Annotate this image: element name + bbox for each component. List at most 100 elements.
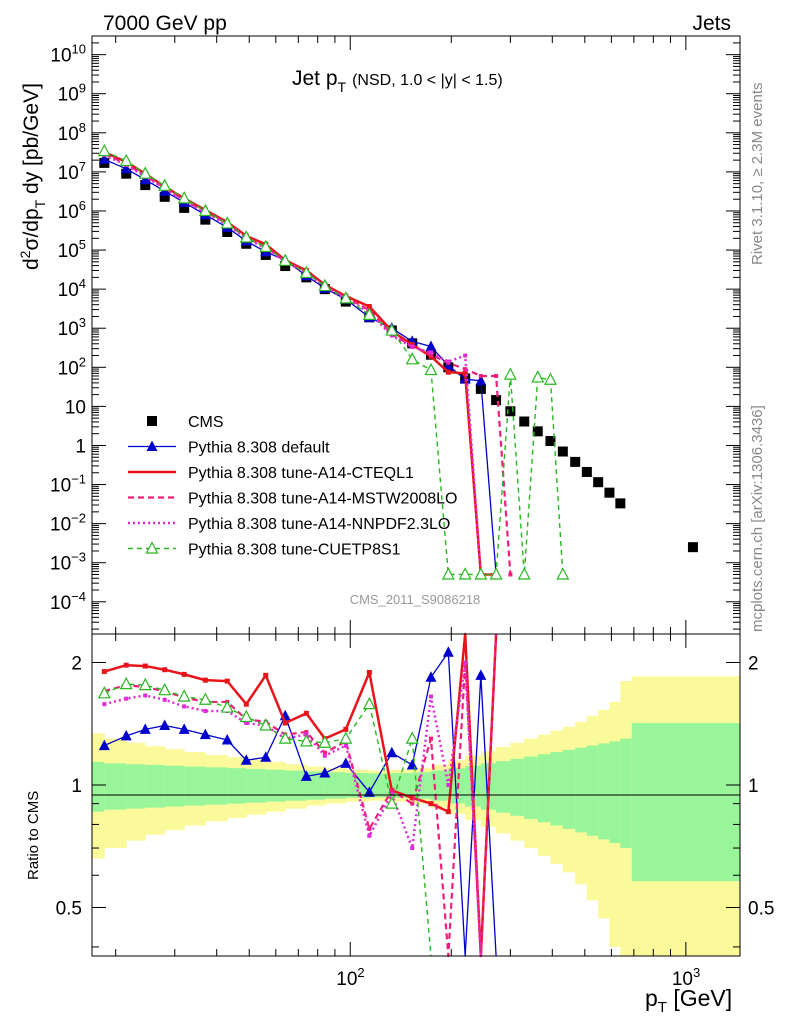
main-point-cteql1 bbox=[366, 303, 372, 309]
ratio-point-cteql1 bbox=[162, 667, 168, 673]
ratio-series-cuetp8s1 bbox=[97, 676, 432, 957]
main-point-cuetp8s1 bbox=[385, 323, 399, 336]
header-right: Jets bbox=[692, 12, 731, 35]
main-point-cuetp8s1 bbox=[543, 372, 557, 385]
ratio-point-default bbox=[386, 746, 398, 758]
ratio-y-tick-label-left: 2 bbox=[71, 654, 82, 675]
ratio-point-nnpdf bbox=[102, 702, 107, 707]
legend-label-nnpdf: Pythia 8.308 tune-A14-NNPDF2.3LO bbox=[188, 516, 450, 533]
ratio-series-layer bbox=[97, 632, 498, 958]
main-point-cuetp8s1 bbox=[278, 253, 292, 266]
main-point-cuetp8s1 bbox=[299, 265, 313, 279]
main-point-nnpdf bbox=[446, 359, 451, 364]
legend-label-cteql1: Pythia 8.308 tune-A14-CTEQL1 bbox=[188, 465, 414, 482]
ratio-point-cuetp8s1 bbox=[299, 734, 313, 747]
y-tick-label: 10−2 bbox=[50, 511, 86, 536]
band-inner-segment bbox=[537, 754, 551, 823]
main-point-cuetp8s1 bbox=[220, 216, 234, 229]
main-point-cuetp8s1 bbox=[119, 153, 133, 167]
band-inner-segment bbox=[369, 773, 393, 798]
band-inner-segment bbox=[227, 768, 247, 804]
ratio-point-default bbox=[159, 719, 171, 731]
main-point-cms bbox=[491, 395, 502, 406]
ratio-point-cteql1 bbox=[101, 669, 107, 675]
ratio-point-nnpdf bbox=[244, 721, 249, 726]
main-point-cms bbox=[570, 456, 581, 467]
ratio-point-cuetp8s1 bbox=[119, 676, 133, 690]
band-inner-segment bbox=[496, 761, 511, 813]
ratio-point-cuetp8s1 bbox=[158, 682, 172, 696]
ratio-point-cteql1 bbox=[343, 726, 349, 732]
ratio-point-default bbox=[340, 757, 352, 768]
ratio-point-default bbox=[98, 739, 110, 751]
ratio-point-cuetp8s1 bbox=[239, 709, 253, 723]
main-point-cms bbox=[687, 542, 698, 553]
ratio-point-cteql1 bbox=[263, 672, 269, 678]
main-point-cuetp8s1 bbox=[405, 352, 419, 365]
ratio-line-nnpdf bbox=[104, 661, 483, 957]
mcplots-label: mcplots.cern.ch [arXiv:1306.3436] bbox=[749, 405, 766, 632]
rivet-label: Rivet 3.1.10, ≥ 2.3M events bbox=[749, 83, 766, 266]
ratio-point-default bbox=[319, 767, 331, 778]
ratio-point-cteql1 bbox=[303, 710, 309, 716]
legend-item-cms: CMS bbox=[147, 414, 224, 431]
main-point-cms bbox=[557, 446, 568, 457]
ratio-point-mstw bbox=[389, 788, 394, 793]
x-tick-label: 102 bbox=[336, 965, 364, 990]
main-point-cms bbox=[121, 168, 132, 179]
main-point-default bbox=[98, 153, 110, 164]
ratio-point-nnpdf bbox=[162, 697, 167, 702]
ratio-point-nnpdf bbox=[389, 792, 394, 797]
ratio-point-cteql1 bbox=[123, 662, 129, 668]
y-tick-label: 104 bbox=[58, 276, 86, 301]
main-point-cms bbox=[593, 477, 604, 488]
ratio-point-nnpdf bbox=[343, 743, 348, 748]
ratio-point-cuetp8s1 bbox=[362, 696, 376, 710]
ratio-point-mstw bbox=[410, 801, 415, 806]
main-ylabel: d2σ/dpT dy [pb/GeV] bbox=[17, 83, 48, 270]
main-point-cms bbox=[222, 226, 233, 237]
band-inner-segment bbox=[205, 767, 228, 805]
main-point-cuetp8s1 bbox=[239, 230, 253, 243]
legend-marker-default bbox=[146, 440, 158, 451]
band-inner-segment bbox=[620, 738, 633, 849]
ratio-y-tick-label-left: 0.5 bbox=[56, 898, 82, 919]
y-tick-label: 1010 bbox=[50, 42, 86, 67]
main-point-cuetp8s1 bbox=[556, 567, 570, 580]
ratio-point-default bbox=[139, 723, 151, 734]
ratio-point-nnpdf bbox=[463, 660, 468, 665]
band-inner-segment bbox=[285, 770, 307, 801]
ratio-point-default bbox=[363, 786, 375, 797]
ratio-point-nnpdf bbox=[182, 704, 187, 709]
ratio-point-default bbox=[178, 723, 190, 734]
band-inner-segment bbox=[104, 763, 127, 810]
main-line-nnpdf bbox=[103, 153, 483, 575]
main-point-cuetp8s1 bbox=[362, 307, 376, 320]
main-point-cuetp8s1 bbox=[503, 367, 517, 380]
main-point-cms bbox=[519, 416, 530, 427]
ratio-point-nnpdf bbox=[410, 846, 415, 851]
main-point-cuetp8s1 bbox=[441, 567, 455, 580]
y-tick-label: 10−3 bbox=[50, 550, 86, 575]
main-point-cuetp8s1 bbox=[318, 278, 332, 292]
ratio-point-mstw bbox=[428, 736, 433, 741]
main-point-cuetp8s1 bbox=[97, 143, 111, 157]
main-line-cuetp8s1 bbox=[104, 150, 564, 576]
ratio-point-nnpdf bbox=[143, 693, 148, 698]
band-inner-segment bbox=[430, 770, 449, 801]
main-point-default bbox=[442, 359, 454, 371]
main-point-cms bbox=[179, 202, 190, 213]
band-inner-segment bbox=[306, 771, 326, 800]
ratio-point-default bbox=[442, 646, 454, 657]
ratio-point-nnpdf bbox=[367, 833, 372, 838]
analysis-watermark: CMS_2011_S9086218 bbox=[350, 592, 481, 607]
ratio-point-cteql1 bbox=[445, 809, 451, 815]
ratio-point-mstw bbox=[367, 826, 372, 831]
main-point-cuetp8s1 bbox=[198, 203, 212, 217]
ratio-point-default bbox=[260, 751, 272, 762]
band-inner-segment bbox=[412, 772, 432, 799]
main-point-cms bbox=[615, 498, 626, 509]
band-inner-segment bbox=[631, 723, 741, 882]
band-inner-segment bbox=[550, 752, 564, 826]
legend-label-mstw: Pythia 8.308 tune-A14-MSTW2008LO bbox=[188, 491, 457, 508]
